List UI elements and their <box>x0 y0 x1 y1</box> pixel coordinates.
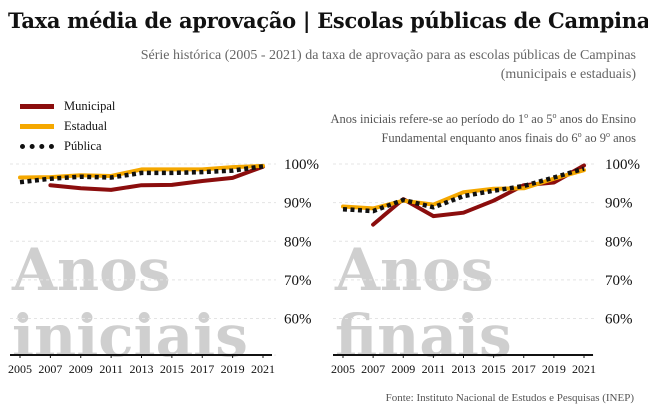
x-tick-label: 2015 <box>160 362 184 376</box>
note-text: Fundamental enquanto anos finais do 6 <box>381 131 578 146</box>
x-tick-label: 2017 <box>190 362 214 376</box>
legend-label: Municipal <box>64 98 116 113</box>
note-sup: o <box>552 111 557 120</box>
y-tick-label: 70% <box>605 273 633 289</box>
legend-label: Pública <box>64 138 102 153</box>
series-line-estadual <box>341 168 586 211</box>
x-tick-label: 2009 <box>69 362 93 376</box>
y-tick-label: 60% <box>284 312 312 328</box>
note-line-1: Anos iniciais refere-se ao período do 1o… <box>216 108 636 127</box>
note-sup: o <box>605 130 610 140</box>
note-text: ao 9 <box>581 131 606 146</box>
source-caption: Fonte: Instituto Nacional de Estudos e P… <box>385 392 634 404</box>
y-tick-label: 100% <box>605 157 640 173</box>
panel-watermark-word: Anos <box>334 236 494 304</box>
y-tick-label: 80% <box>284 234 312 250</box>
series-line-pblica <box>342 166 585 214</box>
y-tick-label: 90% <box>605 196 633 212</box>
note-text: anos <box>609 131 636 146</box>
panel-watermark-label: Anos iniciais <box>11 236 248 370</box>
x-tick-label: 2021 <box>251 362 275 376</box>
x-tick-label: 2013 <box>452 362 476 376</box>
chart-panel-left: Anos iniciais 100% 90% 80% 70% 60% 2005 2007 2009… <box>8 157 319 376</box>
note-text: Anos iniciais refere-se ao período do 1 <box>330 112 525 127</box>
legend-swatch-municipal <box>20 103 54 109</box>
chart-subtitle: Série histórica (2005 - 2021) da taxa de… <box>140 48 636 82</box>
x-tick-label: 2015 <box>482 362 506 376</box>
x-tick-label: 2009 <box>391 362 415 376</box>
series-line-municipal <box>371 163 586 227</box>
panel-watermark-word: Anos <box>11 236 171 304</box>
legend-item-publica: Pública <box>20 136 115 156</box>
y-tick-label: 70% <box>284 273 312 289</box>
note-sup: o <box>524 111 529 120</box>
note-text: anos do Ensino <box>556 112 636 127</box>
y-tick-label: 80% <box>605 234 633 250</box>
x-tick-label: 2005 <box>331 362 355 376</box>
legend-swatch-estadual <box>20 123 54 129</box>
x-tick-label: 2013 <box>130 362 154 376</box>
x-tick-label: 2005 <box>8 362 32 376</box>
series-line-pblica <box>19 164 264 185</box>
legend-swatch-publica <box>20 143 54 149</box>
x-tick-label: 2019 <box>542 362 566 376</box>
panel-watermark-word: finais <box>335 302 512 370</box>
legend: Municipal Estadual Pública <box>20 96 115 156</box>
y-tick-label: 100% <box>284 157 319 173</box>
note-text: ao 5 <box>528 112 553 127</box>
panel-watermark-word: iniciais <box>12 302 248 370</box>
note-sup: o <box>577 130 582 140</box>
note-line-2: Fundamental enquanto anos finais do 6o a… <box>216 127 636 146</box>
chart-panel-right: Anos finais 100% 90% 80% 70% 60% 2005 2007 2009 20… <box>331 157 640 376</box>
chart-note: Anos iniciais refere-se ao período do 1o… <box>216 108 636 146</box>
x-tick-label: 2011 <box>99 362 123 376</box>
y-tick-label: 60% <box>605 312 633 328</box>
x-tick-label: 2011 <box>422 362 446 376</box>
legend-item-municipal: Municipal <box>20 96 115 116</box>
x-tick-label: 2019 <box>221 362 245 376</box>
y-tick-label: 90% <box>284 196 312 212</box>
x-tick-label: 2007 <box>361 362 385 376</box>
x-tick-label: 2007 <box>38 362 62 376</box>
chart-title: Taxa média de aprovação | Escolas públic… <box>8 8 648 33</box>
panel-watermark-label: Anos finais <box>334 236 512 370</box>
legend-item-estadual: Estadual <box>20 116 115 136</box>
legend-label: Estadual <box>64 118 108 133</box>
x-tick-label: 2021 <box>572 362 596 376</box>
x-tick-label: 2017 <box>512 362 536 376</box>
series-line-municipal <box>48 164 265 192</box>
